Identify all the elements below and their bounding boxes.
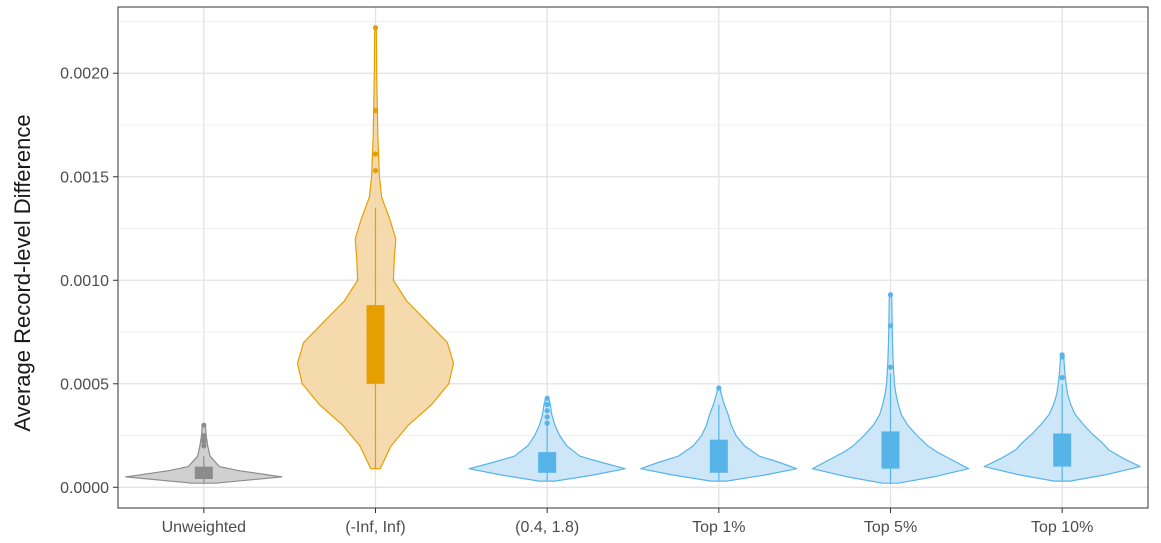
- outlier-point: [372, 25, 379, 31]
- outlier-point: [201, 432, 207, 439]
- x-tick-label: Top 5%: [864, 519, 917, 536]
- x-tick-label: Top 10%: [1031, 519, 1093, 536]
- outlier-point: [201, 422, 207, 428]
- y-tick-label: 0.0015: [60, 169, 109, 186]
- outlier-point: [201, 443, 207, 449]
- violin-box: [1053, 433, 1072, 467]
- grid: [118, 7, 1148, 508]
- y-tick-label: 0.0020: [60, 66, 109, 83]
- outlier-point: [372, 167, 379, 174]
- violin-box: [366, 305, 385, 384]
- violin-box: [538, 452, 557, 473]
- violin-group: [125, 422, 283, 484]
- violin-group: [811, 292, 970, 484]
- violin-box: [194, 466, 213, 480]
- outlier-point: [544, 408, 550, 414]
- violin-group: [983, 352, 1141, 482]
- outlier-point: [1059, 374, 1065, 381]
- x-tick-label: Top 1%: [692, 519, 745, 536]
- violin-box: [709, 439, 728, 473]
- panel-border: [117, 6, 1149, 509]
- outlier-point: [887, 323, 894, 329]
- y-axis-title: Average Record-level Difference: [10, 114, 35, 431]
- outlier-point: [716, 385, 722, 391]
- x-tick-label: Unweighted: [162, 519, 247, 536]
- y-tick-label: 0.0005: [60, 376, 109, 393]
- outlier-point: [1059, 352, 1065, 358]
- violins: [125, 25, 1141, 484]
- outlier-point: [544, 395, 550, 401]
- axes: 0.0000 0.0005 0.0010 0.0015 0.0020 Unweighted…: [60, 66, 1093, 536]
- outlier-point: [372, 107, 379, 114]
- outlier-point: [372, 151, 379, 157]
- x-tick-label: (0.4, 1.8): [515, 519, 579, 536]
- outlier-point: [544, 420, 550, 426]
- x-tick-label: (-Inf, Inf): [345, 519, 405, 536]
- violin-box: [881, 431, 900, 469]
- outlier-point: [544, 401, 550, 408]
- outlier-point: [544, 414, 550, 420]
- outlier-point: [201, 437, 207, 443]
- y-tick-label: 0.0010: [60, 273, 109, 290]
- outlier-point: [887, 364, 894, 370]
- outlier-point: [887, 292, 894, 298]
- y-tick-label: 0.0000: [60, 480, 109, 497]
- violin-group: [296, 25, 455, 470]
- violin-group: [640, 385, 798, 482]
- violin-group: [468, 395, 626, 482]
